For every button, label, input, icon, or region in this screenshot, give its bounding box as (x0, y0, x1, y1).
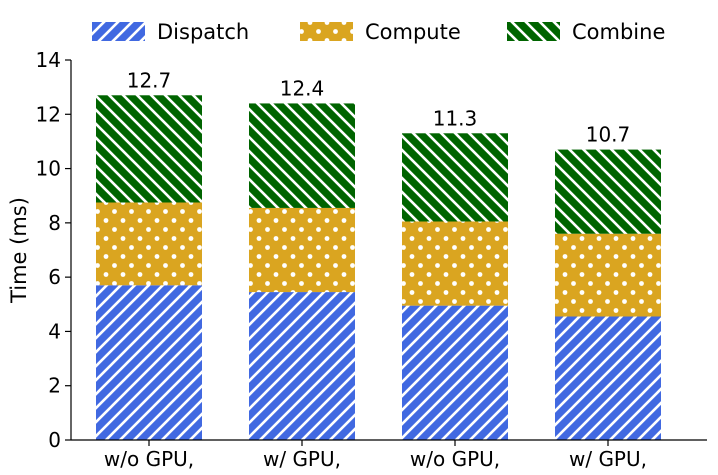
bar-compute-3 (402, 221, 508, 306)
legend-item-compute: Compute (300, 20, 461, 44)
legend-label-dispatch: Dispatch (157, 20, 249, 44)
legend-swatch-compute (300, 22, 353, 41)
legend: Dispatch Compute Combine (92, 20, 665, 44)
bar-combine-1 (96, 95, 202, 203)
x-tick-label-3: w/o GPU, (410, 447, 500, 471)
y-tick-label: 2 (48, 374, 61, 398)
bar-combine-3 (402, 133, 508, 222)
y-tick-label: 8 (48, 211, 61, 235)
total-label-3: 11.3 (433, 106, 478, 130)
x-ticks: w/o GPU, w/ GPU, w/o GPU, w/ GPU, (104, 440, 647, 471)
y-axis-label: Time (ms) (7, 197, 31, 304)
y-tick-label: 0 (48, 428, 61, 452)
y-tick-label: 4 (48, 319, 61, 343)
bar-dispatch-3 (402, 305, 508, 440)
total-labels: 12.7 12.4 11.3 10.7 (127, 68, 631, 146)
legend-label-combine: Combine (572, 20, 665, 44)
bar-dispatch-4 (555, 316, 661, 440)
total-label-4: 10.7 (586, 123, 631, 147)
legend-item-combine: Combine (507, 20, 665, 44)
bar-combine-2 (249, 103, 355, 208)
total-label-1: 12.7 (127, 68, 172, 92)
total-label-2: 12.4 (280, 76, 325, 100)
y-tick-label: 6 (48, 265, 61, 289)
bar-compute-1 (96, 202, 202, 286)
bar-compute-4 (555, 233, 661, 317)
bar-combine-4 (555, 149, 661, 234)
y-tick-label: 10 (36, 157, 61, 181)
bar-dispatch-2 (249, 292, 355, 440)
y-tick-label: 12 (36, 102, 61, 126)
y-ticks: 0 2 4 6 8 10 12 14 (36, 48, 71, 452)
y-tick-label: 14 (36, 48, 61, 72)
x-tick-label-1: w/o GPU, (104, 447, 194, 471)
legend-label-compute: Compute (365, 20, 461, 44)
legend-item-dispatch: Dispatch (92, 20, 249, 44)
x-tick-label-2: w/ GPU, (263, 447, 341, 471)
bar-compute-2 (249, 207, 355, 293)
bar-group (96, 95, 661, 440)
bar-dispatch-1 (96, 285, 202, 440)
x-tick-label-4: w/ GPU, (569, 447, 647, 471)
legend-swatch-dispatch (92, 22, 145, 41)
legend-swatch-combine (507, 22, 560, 41)
